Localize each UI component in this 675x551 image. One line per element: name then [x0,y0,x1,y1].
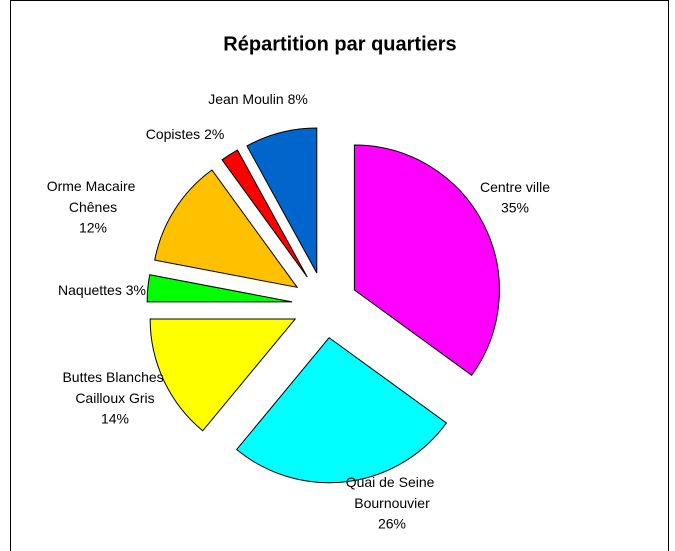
value-label: 14% [101,411,129,427]
category-name: Naquettes [58,282,122,298]
slice-label: Naquettes 3% [58,282,146,298]
category-name: Copistes [146,126,200,142]
value-label: 26% [378,516,406,532]
pie-slice [154,169,299,289]
category-name: Orme Macaire Chênes [47,178,140,215]
pie-slice [221,149,308,278]
value-label: 2% [204,126,224,142]
slice-label: Copistes 2% [146,126,225,142]
category-name: Buttes Blanches Cailloux Gris [62,369,167,406]
value-label: 35% [501,200,529,216]
category-name: Jean Moulin [208,91,284,107]
pie-slice [353,144,500,376]
value-label: 3% [126,282,146,298]
category-name: Centre ville [480,179,550,195]
value-label: 12% [79,220,107,236]
pie-slice [149,318,297,432]
slice-label: Jean Moulin 8% [208,91,308,107]
category-name: Quai de Seine Bournouvier [346,474,439,511]
value-label: 8% [288,91,308,107]
pie-slice [146,274,293,303]
chart-title: Répartition par quartiers [223,33,456,55]
pie-slice [236,337,448,484]
pie-slice [246,127,318,274]
